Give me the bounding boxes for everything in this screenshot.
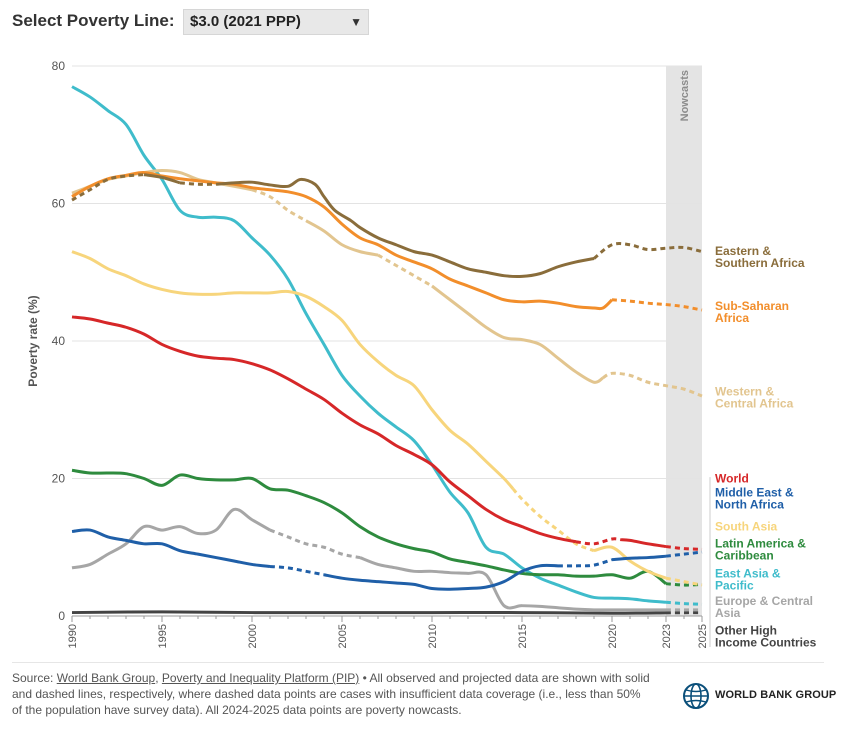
- series-line-western-central-africa: [431, 284, 604, 384]
- series-label-east-asia-pacific: East Asia &: [715, 567, 781, 581]
- series-line-south-asia: [71, 250, 515, 490]
- series-line-east-asia-pacific-dashed: [665, 600, 703, 606]
- series-line-south-asia: [593, 545, 667, 580]
- series-line-middle-east-north-africa-dashed: [269, 565, 325, 577]
- series-line-western-central-africa: [305, 219, 379, 257]
- series-label-latin-america-caribbean: Latin America &: [715, 536, 806, 550]
- x-tick-label: 1995: [157, 624, 169, 648]
- series-label-east-asia-pacific: Pacific: [715, 579, 754, 593]
- series-label-south-asia: South Asia: [715, 520, 778, 534]
- y-tick-label: 80: [52, 59, 66, 73]
- series-line-east-asia-pacific: [71, 85, 667, 604]
- series-line-eastern-southern-africa: [215, 177, 595, 279]
- series-line-sub-saharan-africa-dashed: [611, 298, 703, 312]
- series-line-middle-east-north-africa: [71, 528, 271, 568]
- x-tick-label: 2010: [427, 624, 439, 648]
- series-line-eastern-southern-africa-dashed: [179, 181, 217, 186]
- series-label-middle-east-north-africa: Middle East &: [715, 485, 794, 499]
- source-link-world-bank[interactable]: World Bank Group: [56, 671, 156, 685]
- y-tick-label: 40: [52, 334, 66, 348]
- series-line-western-central-africa-dashed: [377, 253, 433, 288]
- nowcast-label: Nowcasts: [679, 70, 691, 121]
- y-tick-label: 0: [58, 609, 65, 623]
- series-line-eastern-southern-africa: [143, 173, 181, 185]
- series-line-other-high-income-countries: [71, 610, 667, 615]
- x-tick-label: 2015: [517, 624, 529, 648]
- world-bank-logo: WORLD BANK GROUP: [683, 683, 836, 711]
- series-label-other-high-income-countries: Income Countries: [715, 636, 817, 650]
- series-label-western-central-africa: Central Africa: [715, 396, 794, 410]
- y-axis-title: Poverty rate (%): [26, 295, 40, 386]
- series-line-europe-central-asia-dashed: [269, 528, 361, 560]
- series-label-latin-america-caribbean: Caribbean: [715, 548, 774, 562]
- series-label-western-central-africa: Western &: [715, 384, 774, 398]
- series-label-sub-saharan-africa: Africa: [715, 311, 749, 325]
- selector-bar: Select Poverty Line: $3.0 (2021 PPP) ▼: [0, 0, 845, 44]
- series-line-south-asia-dashed: [511, 487, 595, 553]
- series-line-latin-america-caribbean: [71, 468, 667, 585]
- y-tick-label: 60: [52, 197, 66, 211]
- series-line-world-dashed: [575, 537, 622, 546]
- series-line-south-asia-dashed: [665, 576, 703, 587]
- source-link-pip[interactable]: Poverty and Inequality Platform (PIP): [161, 671, 360, 685]
- series-label-eastern-southern-africa: Southern Africa: [715, 256, 805, 270]
- x-tick-label: 2025: [697, 624, 709, 648]
- series-line-middle-east-north-africa: [323, 563, 559, 591]
- series-line-middle-east-north-africa-dashed: [665, 550, 703, 558]
- series-line-world: [71, 315, 577, 544]
- series-label-eastern-southern-africa: Eastern &: [715, 244, 771, 258]
- x-tick-label: 2020: [607, 624, 619, 648]
- chevron-down-icon: ▼: [350, 15, 362, 29]
- logo-text: WORLD BANK GROUP: [715, 689, 837, 701]
- x-tick-label: 1990: [67, 624, 79, 648]
- globe-icon: [683, 683, 709, 709]
- series-line-middle-east-north-africa-dashed: [557, 558, 613, 568]
- poverty-line-value: $3.0 (2021 PPP): [190, 13, 301, 30]
- series-line-europe-central-asia: [359, 556, 666, 612]
- source-note: Source: World Bank Group, Poverty and In…: [12, 671, 650, 717]
- footer-divider: [12, 662, 824, 663]
- x-tick-label: 2005: [337, 624, 349, 648]
- series-line-western-central-africa-dashed: [602, 371, 703, 398]
- series-label-sub-saharan-africa: Sub-Saharan: [715, 299, 789, 313]
- poverty-line-dropdown[interactable]: $3.0 (2021 PPP) ▼: [183, 9, 369, 35]
- series-label-middle-east-north-africa: North Africa: [715, 497, 784, 511]
- series-line-eastern-southern-africa-dashed: [71, 173, 145, 202]
- series-label-world: World: [715, 472, 749, 486]
- poverty-chart: Nowcasts 0 20 40 60 80 Poverty rate (%) 1990 199…: [26, 59, 817, 650]
- x-tick-label: 2000: [247, 624, 259, 648]
- series-line-eastern-southern-africa-dashed: [593, 242, 703, 260]
- x-tick-label: 2023: [661, 624, 673, 648]
- series-label-europe-central-asia: Europe & Central: [715, 594, 813, 608]
- series-line-middle-east-north-africa: [611, 554, 667, 562]
- series-line-western-central-africa-dashed: [251, 188, 307, 222]
- selector-label: Select Poverty Line:: [12, 11, 175, 30]
- series-line-europe-central-asia: [71, 507, 271, 570]
- series-line-world-dashed: [665, 545, 703, 551]
- series-line-world: [620, 538, 667, 549]
- series-line-latin-america-caribbean-dashed: [665, 582, 703, 587]
- series-label-other-high-income-countries: Other High: [715, 624, 777, 638]
- series-label-europe-central-asia: Asia: [715, 606, 741, 620]
- y-tick-label: 20: [52, 472, 66, 486]
